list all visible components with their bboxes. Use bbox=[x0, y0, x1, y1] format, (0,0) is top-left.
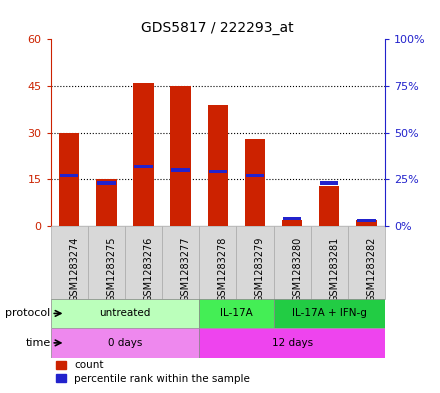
Text: IL-17A + IFN-g: IL-17A + IFN-g bbox=[292, 309, 367, 318]
Bar bbox=[133, 83, 154, 226]
FancyBboxPatch shape bbox=[274, 226, 311, 299]
Bar bbox=[356, 220, 377, 226]
Bar bbox=[283, 217, 301, 220]
Text: GSM1283277: GSM1283277 bbox=[181, 237, 191, 302]
Bar bbox=[208, 105, 228, 226]
Bar bbox=[282, 220, 302, 226]
Bar bbox=[357, 219, 376, 222]
FancyBboxPatch shape bbox=[51, 328, 199, 358]
Text: GSM1283282: GSM1283282 bbox=[367, 237, 377, 302]
Bar bbox=[320, 182, 338, 185]
FancyBboxPatch shape bbox=[199, 328, 385, 358]
FancyBboxPatch shape bbox=[51, 299, 199, 328]
Text: time: time bbox=[26, 338, 51, 348]
Bar bbox=[96, 179, 117, 226]
Bar bbox=[60, 174, 78, 177]
Text: GSM1283280: GSM1283280 bbox=[292, 237, 302, 302]
Text: GSM1283274: GSM1283274 bbox=[69, 237, 79, 302]
FancyBboxPatch shape bbox=[51, 226, 88, 299]
Text: protocol: protocol bbox=[5, 309, 51, 318]
Text: 0 days: 0 days bbox=[108, 338, 142, 348]
FancyBboxPatch shape bbox=[88, 226, 125, 299]
Bar bbox=[209, 170, 227, 173]
Text: untreated: untreated bbox=[99, 309, 150, 318]
Title: GDS5817 / 222293_at: GDS5817 / 222293_at bbox=[142, 22, 294, 35]
Bar bbox=[246, 174, 264, 177]
Bar bbox=[59, 132, 79, 226]
Text: GSM1283276: GSM1283276 bbox=[143, 237, 154, 302]
Text: GSM1283275: GSM1283275 bbox=[106, 237, 116, 302]
FancyBboxPatch shape bbox=[162, 226, 199, 299]
Bar bbox=[97, 182, 116, 185]
Legend: count, percentile rank within the sample: count, percentile rank within the sample bbox=[51, 356, 254, 388]
FancyBboxPatch shape bbox=[199, 299, 274, 328]
FancyBboxPatch shape bbox=[236, 226, 274, 299]
FancyBboxPatch shape bbox=[125, 226, 162, 299]
Text: IL-17A: IL-17A bbox=[220, 309, 253, 318]
FancyBboxPatch shape bbox=[199, 226, 236, 299]
FancyBboxPatch shape bbox=[274, 299, 385, 328]
FancyBboxPatch shape bbox=[348, 226, 385, 299]
Bar bbox=[172, 169, 190, 171]
Text: 12 days: 12 days bbox=[271, 338, 313, 348]
Text: GSM1283279: GSM1283279 bbox=[255, 237, 265, 302]
FancyBboxPatch shape bbox=[311, 226, 348, 299]
Text: GSM1283281: GSM1283281 bbox=[329, 237, 339, 302]
Bar bbox=[170, 86, 191, 226]
Bar bbox=[134, 165, 153, 168]
Text: GSM1283278: GSM1283278 bbox=[218, 237, 228, 302]
Bar bbox=[245, 139, 265, 226]
Bar bbox=[319, 185, 340, 226]
